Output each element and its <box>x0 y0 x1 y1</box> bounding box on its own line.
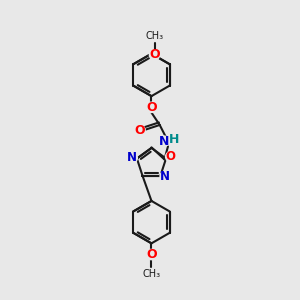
Text: N: N <box>159 135 169 148</box>
Circle shape <box>159 136 169 146</box>
Text: CH₃: CH₃ <box>146 31 164 41</box>
Circle shape <box>166 152 176 162</box>
Text: O: O <box>146 248 157 261</box>
Circle shape <box>149 50 160 60</box>
Text: H: H <box>169 134 180 146</box>
Text: O: O <box>166 150 176 163</box>
Text: O: O <box>149 48 160 62</box>
Text: N: N <box>127 152 137 164</box>
Text: N: N <box>160 170 170 183</box>
Circle shape <box>146 102 157 112</box>
Text: O: O <box>146 101 157 114</box>
Text: O: O <box>135 124 145 137</box>
Circle shape <box>160 171 170 181</box>
Circle shape <box>146 249 157 260</box>
Circle shape <box>135 125 145 135</box>
Circle shape <box>127 153 137 163</box>
Text: CH₃: CH₃ <box>142 269 160 279</box>
